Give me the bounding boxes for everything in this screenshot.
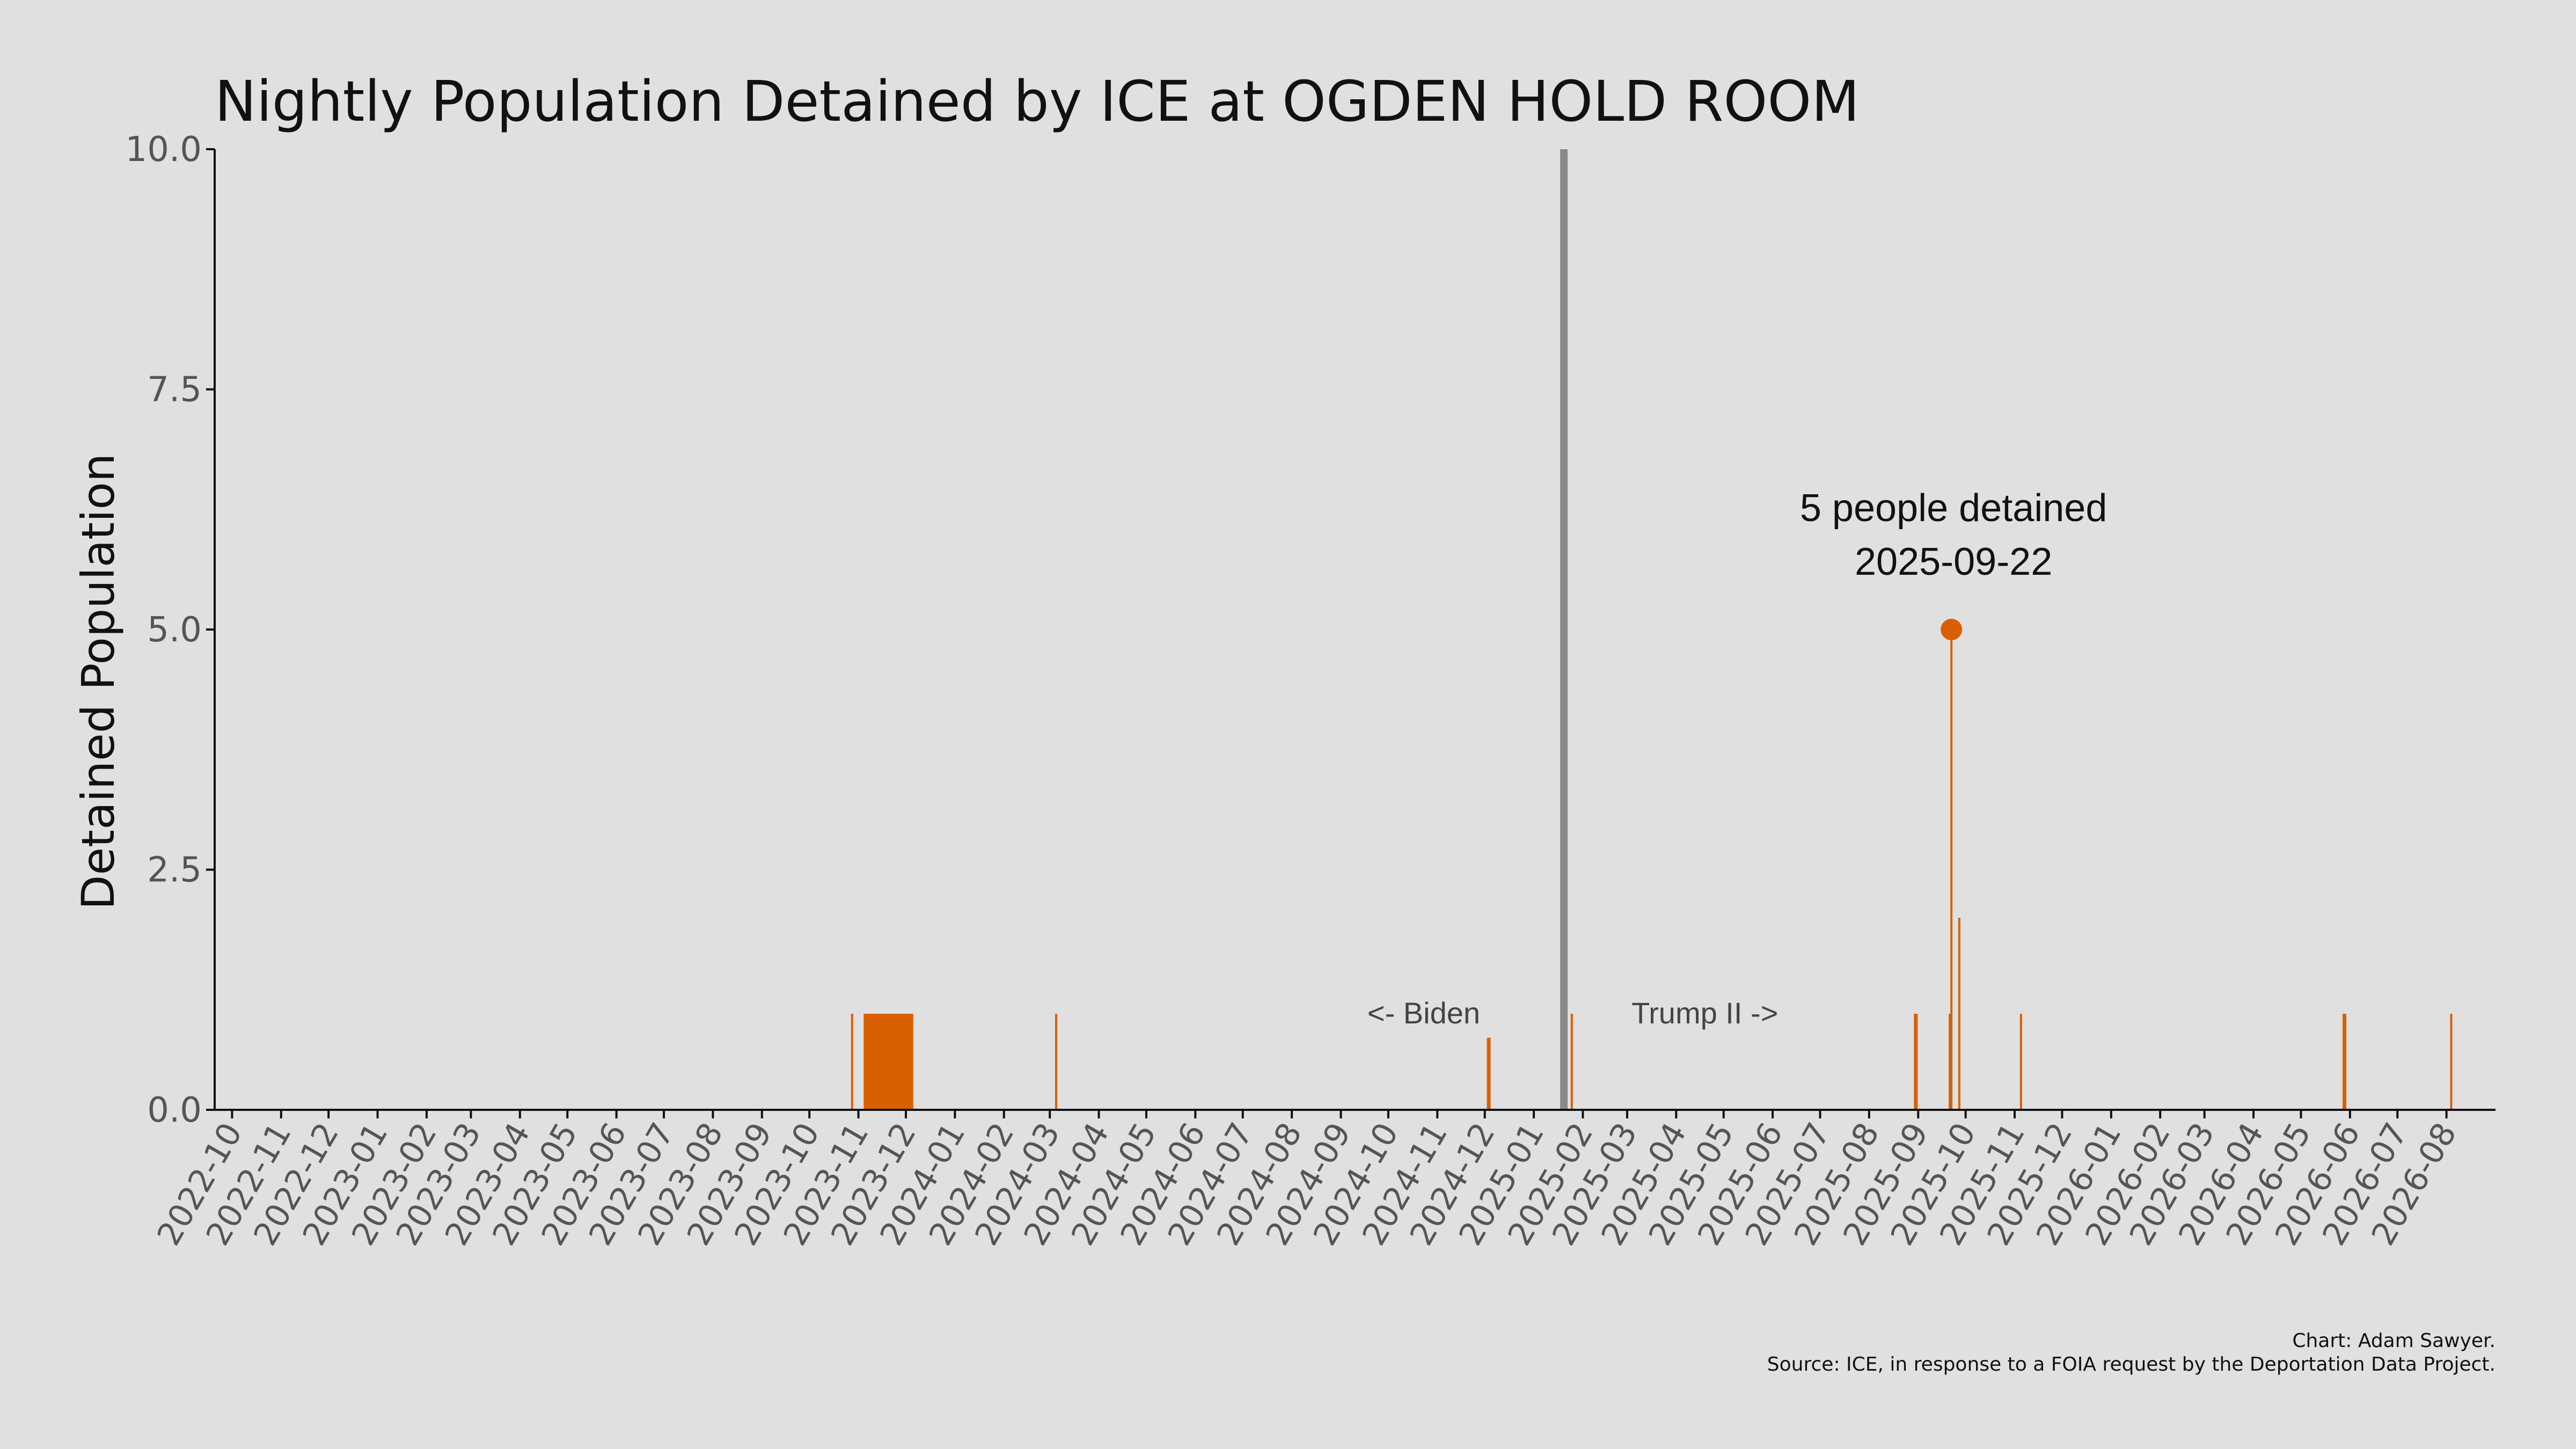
bar <box>1055 1014 1057 1110</box>
bar <box>874 1014 877 1110</box>
bar <box>897 1014 899 1110</box>
bar <box>877 1014 880 1110</box>
bar <box>911 1014 913 1110</box>
highlight-group: 5 people detained 2025-09-22 <box>1800 487 2107 640</box>
bar <box>870 1014 873 1110</box>
bar <box>903 1014 906 1110</box>
highlight-label-date: 2025-09-22 <box>1855 540 2052 583</box>
highlight-label-count: 5 people detained <box>1800 487 2107 530</box>
bar <box>892 1014 895 1110</box>
bar <box>1958 918 1960 1110</box>
biden-era-label: <- Biden <box>1367 996 1480 1030</box>
bar <box>863 1014 866 1110</box>
y-tick-label: 7.5 <box>147 370 202 410</box>
x-ticks: 2022-102022-112022-122023-012023-022023-… <box>150 1110 2464 1252</box>
trump-era-label: Trump II -> <box>1631 996 1778 1030</box>
bar <box>906 1014 909 1110</box>
bar <box>2343 1014 2345 1110</box>
bar <box>879 1014 882 1110</box>
bar <box>1950 630 1953 1110</box>
bar <box>1915 1014 1918 1110</box>
bar <box>865 1014 868 1110</box>
bar <box>909 1014 912 1110</box>
y-axis-label: Detained Population <box>72 453 125 910</box>
bar <box>908 1014 910 1110</box>
bar <box>902 1014 904 1110</box>
bar <box>1949 1014 1951 1110</box>
y-ticks: 0.0 2.5 5.0 7.5 10.0 <box>126 130 215 1130</box>
bar <box>867 1014 869 1110</box>
bar <box>887 1014 890 1110</box>
bar <box>890 1014 893 1110</box>
bar <box>895 1014 898 1110</box>
bars-group <box>851 630 2453 1110</box>
bar <box>2344 1014 2347 1110</box>
bar <box>894 1014 896 1110</box>
bar <box>882 1014 885 1110</box>
bar <box>1914 1014 1916 1110</box>
bar <box>876 1014 879 1110</box>
chart-title: Nightly Population Detained by ICE at OG… <box>215 69 1860 134</box>
bar <box>900 1014 903 1110</box>
y-tick-label: 0.0 <box>147 1091 202 1130</box>
bar <box>884 1014 887 1110</box>
bar <box>1570 1014 1573 1110</box>
y-tick-label: 2.5 <box>147 851 202 890</box>
caption-source: Source: ICE, in response to a FOIA reque… <box>1767 1353 2496 1375</box>
bar <box>1488 1037 1491 1110</box>
highlight-point <box>1941 619 1963 640</box>
plot-area: <- Biden Trump II -> 5 people detained 202… <box>126 130 2496 1252</box>
caption-credit: Chart: Adam Sawyer. <box>2292 1330 2496 1352</box>
bar <box>2450 1014 2453 1110</box>
bar <box>868 1014 871 1110</box>
bar <box>851 1014 853 1110</box>
bar <box>898 1014 901 1110</box>
bar <box>873 1014 876 1110</box>
y-tick-label: 5.0 <box>147 610 202 650</box>
bar <box>889 1014 891 1110</box>
bar <box>872 1014 874 1110</box>
bar <box>1487 1037 1489 1110</box>
y-tick-label: 10.0 <box>126 130 202 170</box>
bar <box>885 1014 888 1110</box>
era-divider-group: <- Biden Trump II -> <box>1367 149 1778 1110</box>
bar <box>881 1014 883 1110</box>
bar <box>2019 1014 2022 1110</box>
bar <box>904 1014 907 1110</box>
